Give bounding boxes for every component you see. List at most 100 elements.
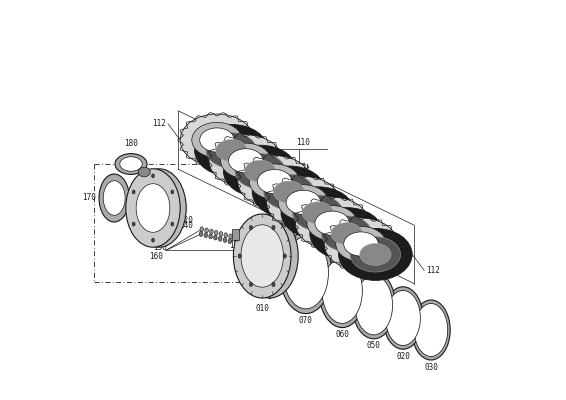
Ellipse shape	[136, 184, 170, 232]
Ellipse shape	[350, 237, 401, 272]
Ellipse shape	[218, 236, 222, 241]
Ellipse shape	[412, 300, 450, 360]
Ellipse shape	[216, 140, 247, 161]
Ellipse shape	[355, 276, 393, 335]
Ellipse shape	[152, 238, 155, 242]
Ellipse shape	[221, 143, 271, 178]
Ellipse shape	[273, 181, 305, 203]
Ellipse shape	[132, 222, 135, 226]
Ellipse shape	[205, 228, 208, 233]
Ellipse shape	[195, 124, 268, 176]
Ellipse shape	[241, 214, 298, 298]
Ellipse shape	[319, 254, 366, 328]
Ellipse shape	[115, 154, 147, 174]
Ellipse shape	[235, 154, 285, 189]
Ellipse shape	[383, 287, 423, 349]
Ellipse shape	[258, 170, 292, 194]
Text: 170: 170	[82, 194, 96, 202]
Ellipse shape	[192, 122, 242, 158]
Ellipse shape	[180, 114, 254, 166]
Text: 010: 010	[255, 304, 269, 313]
Ellipse shape	[224, 145, 297, 197]
Ellipse shape	[200, 227, 204, 232]
Ellipse shape	[414, 304, 448, 356]
Ellipse shape	[209, 135, 282, 187]
Ellipse shape	[321, 216, 372, 251]
Ellipse shape	[233, 214, 291, 298]
Ellipse shape	[213, 235, 217, 240]
Ellipse shape	[204, 233, 208, 238]
Ellipse shape	[278, 185, 329, 220]
Text: 140: 140	[179, 221, 193, 230]
Ellipse shape	[223, 238, 227, 242]
Ellipse shape	[385, 290, 421, 346]
Ellipse shape	[344, 232, 378, 256]
Text: 112: 112	[426, 266, 440, 275]
Ellipse shape	[103, 181, 125, 215]
Text: 070: 070	[299, 316, 313, 325]
Text: 160: 160	[149, 252, 163, 261]
Ellipse shape	[283, 254, 286, 258]
Ellipse shape	[307, 206, 357, 241]
Ellipse shape	[302, 202, 333, 224]
Ellipse shape	[199, 232, 203, 236]
Ellipse shape	[322, 258, 362, 323]
Ellipse shape	[120, 157, 142, 171]
Ellipse shape	[171, 222, 174, 226]
Text: 120: 120	[179, 216, 193, 225]
Text: 020: 020	[396, 352, 410, 361]
Ellipse shape	[267, 176, 340, 228]
Ellipse shape	[132, 190, 135, 194]
Ellipse shape	[250, 282, 252, 286]
Text: 050: 050	[367, 341, 381, 350]
Ellipse shape	[264, 174, 314, 210]
Text: 180: 180	[124, 139, 138, 148]
Ellipse shape	[138, 167, 150, 177]
Text: 060: 060	[335, 330, 349, 338]
Ellipse shape	[215, 230, 218, 235]
Text: 150: 150	[153, 243, 167, 252]
Ellipse shape	[126, 169, 180, 247]
Text: 030: 030	[424, 363, 438, 372]
Ellipse shape	[248, 225, 290, 287]
Ellipse shape	[209, 229, 213, 234]
Ellipse shape	[283, 237, 328, 309]
Ellipse shape	[352, 272, 396, 339]
Ellipse shape	[219, 232, 223, 236]
Text: 110: 110	[297, 138, 310, 147]
Text: 130: 130	[229, 241, 243, 250]
Ellipse shape	[331, 223, 362, 244]
Ellipse shape	[293, 195, 343, 230]
Ellipse shape	[152, 174, 155, 178]
Ellipse shape	[272, 282, 275, 286]
Text: 112: 112	[152, 120, 166, 128]
Ellipse shape	[295, 197, 369, 249]
Ellipse shape	[272, 226, 275, 230]
Ellipse shape	[238, 254, 241, 258]
Ellipse shape	[310, 208, 383, 260]
Ellipse shape	[228, 239, 231, 244]
Ellipse shape	[250, 164, 300, 199]
Ellipse shape	[224, 233, 228, 238]
Ellipse shape	[132, 169, 186, 247]
Ellipse shape	[200, 128, 234, 152]
Ellipse shape	[245, 160, 276, 182]
Ellipse shape	[286, 190, 321, 214]
Ellipse shape	[229, 149, 263, 173]
Ellipse shape	[209, 234, 212, 239]
Ellipse shape	[324, 218, 398, 270]
Ellipse shape	[99, 174, 130, 222]
Ellipse shape	[338, 228, 412, 280]
Ellipse shape	[238, 156, 311, 208]
Ellipse shape	[315, 211, 349, 235]
Ellipse shape	[229, 234, 233, 239]
Ellipse shape	[281, 187, 355, 239]
Ellipse shape	[252, 166, 326, 218]
Ellipse shape	[280, 232, 332, 314]
Ellipse shape	[171, 190, 174, 194]
Ellipse shape	[250, 226, 252, 230]
Ellipse shape	[336, 226, 386, 262]
Ellipse shape	[241, 225, 284, 287]
Ellipse shape	[360, 244, 391, 265]
Text: 100: 100	[297, 250, 310, 259]
